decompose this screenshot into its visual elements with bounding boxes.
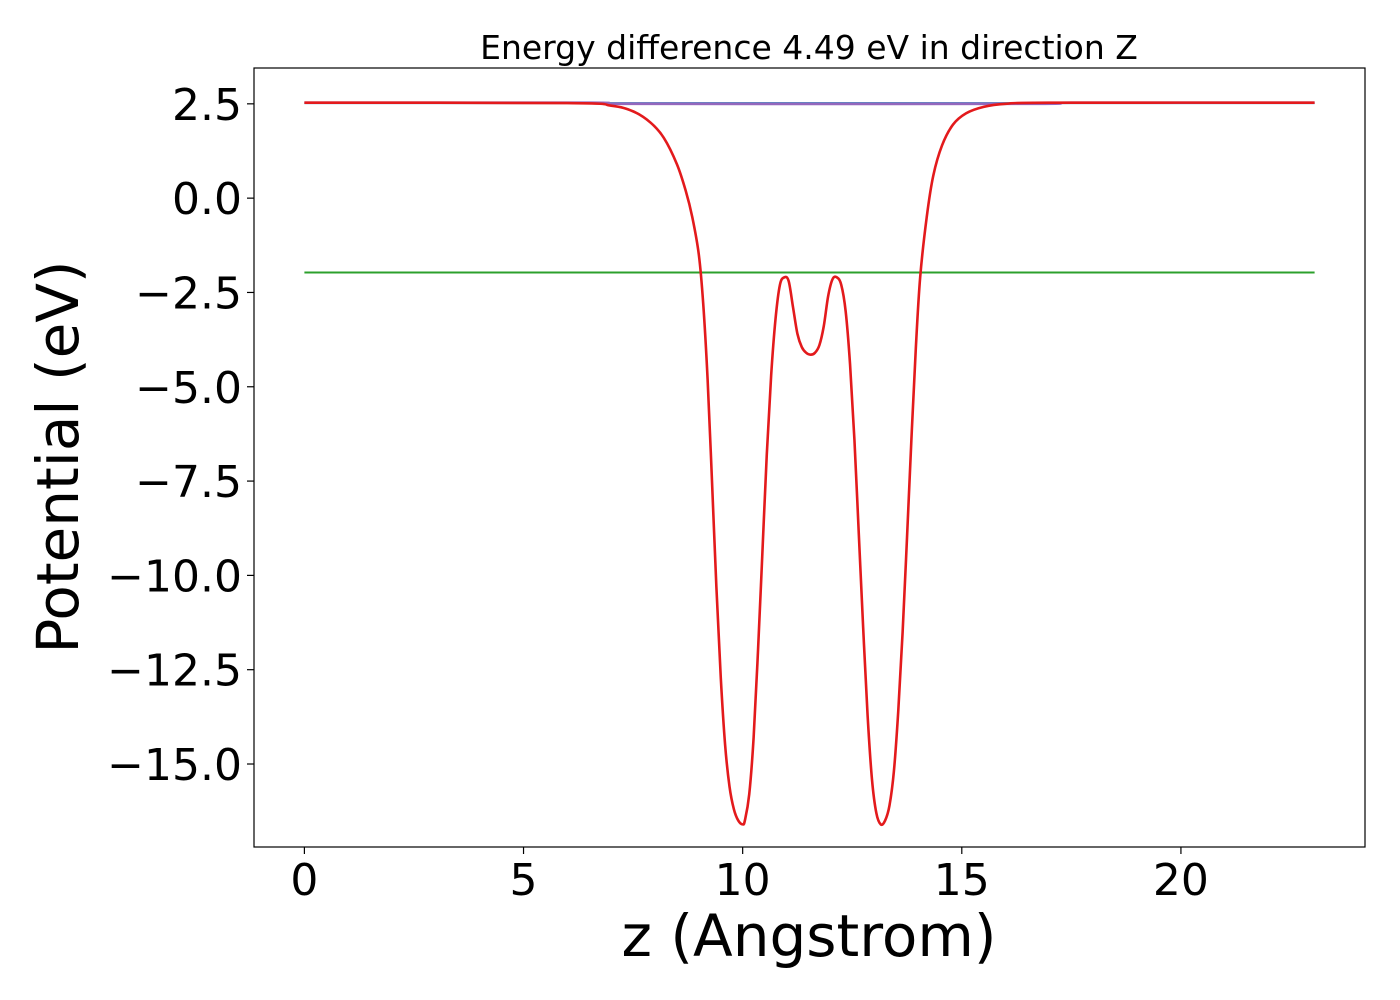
chart-title: Energy difference 4.49 eV in direction Z bbox=[480, 28, 1138, 67]
y-axis-title: Potential (eV) bbox=[24, 260, 92, 653]
y-tick-label: −15.0 bbox=[107, 740, 242, 791]
y-tick-label: 2.5 bbox=[172, 80, 242, 131]
series-layer bbox=[304, 101, 1315, 827]
x-axis-ticks: 0 5 10 15 20 bbox=[290, 847, 1209, 906]
y-axis-ticks: 2.5 0.0 −2.5 −5.0 −7.5 −10.0 −12.5 −15.0 bbox=[107, 80, 254, 791]
y-tick-label: −2.5 bbox=[135, 268, 242, 319]
y-tick-label: 0.0 bbox=[172, 174, 242, 225]
y-tick-label: −10.0 bbox=[107, 551, 242, 602]
x-tick-label: 15 bbox=[934, 855, 990, 906]
plot-frame bbox=[253, 67, 1366, 848]
x-tick-label: 20 bbox=[1153, 855, 1209, 906]
x-tick-label: 0 bbox=[290, 855, 318, 906]
y-tick-label: −12.5 bbox=[107, 646, 242, 697]
x-tick-label: 10 bbox=[715, 855, 771, 906]
y-tick-label: −7.5 bbox=[135, 457, 242, 508]
y-tick-label: −5.0 bbox=[135, 363, 242, 414]
x-tick-label: 5 bbox=[510, 855, 538, 906]
series-line-4 bbox=[304, 101, 1315, 827]
x-axis-title: z (Angstrom) bbox=[622, 902, 997, 970]
